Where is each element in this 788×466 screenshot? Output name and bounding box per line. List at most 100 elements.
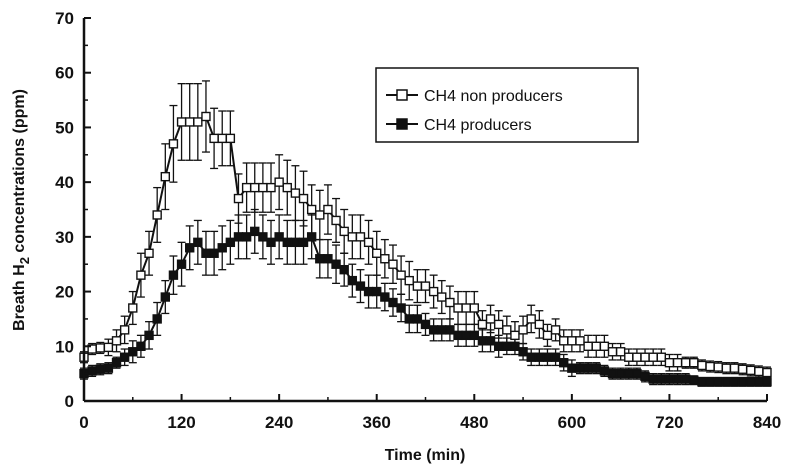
data-point-non-producers (225, 133, 236, 144)
data-point-non-producers (412, 281, 423, 291)
data-point-non-producers (461, 303, 471, 313)
data-point-non-producers (355, 232, 366, 242)
y-tick-label: 10 (55, 337, 74, 356)
data-point-producers (713, 377, 723, 387)
data-point-non-producers (331, 215, 341, 226)
data-point-producers (689, 375, 699, 385)
data-point-producers (298, 237, 309, 248)
data-point-non-producers (534, 319, 545, 330)
y-tick-label: 0 (65, 392, 74, 411)
data-point-non-producers (160, 171, 171, 182)
data-point-non-producers (103, 342, 114, 353)
data-point-producers (420, 319, 431, 330)
data-point-producers (591, 363, 601, 373)
data-point-producers (615, 368, 626, 379)
data-point-non-producers (664, 358, 675, 368)
data-point-non-producers (233, 193, 244, 204)
y-ticks: 0 10 20 30 40 50 60 70 (55, 9, 91, 411)
data-point-producers (746, 377, 756, 387)
data-point-non-producers (680, 358, 691, 368)
data-point-non-producers (282, 182, 292, 193)
data-point-non-producers (705, 361, 715, 372)
data-point-producers (388, 297, 398, 308)
data-point-non-producers (119, 325, 130, 335)
y-tick-label: 70 (55, 9, 74, 28)
data-point-non-producers (453, 303, 463, 313)
data-point-producers (144, 330, 154, 341)
data-point-non-producers (274, 177, 284, 187)
data-point-non-producers (746, 365, 756, 376)
data-point-producers (428, 325, 439, 335)
axes: 0 120 240 360 480 600 720 840 0 10 20 30 40 50 60 70 (55, 9, 781, 432)
data-point-producers (258, 232, 268, 242)
data-point-non-producers (201, 111, 211, 122)
data-point-producers (380, 292, 390, 302)
data-point-non-producers (477, 319, 488, 330)
data-point-non-producers (323, 204, 333, 215)
data-point-non-producers (428, 286, 439, 297)
legend-marker-filled-square (396, 118, 408, 130)
data-point-producers (729, 377, 740, 387)
data-point-non-producers (493, 319, 504, 330)
data-point-producers (152, 314, 162, 324)
data-point-producers (209, 248, 219, 258)
data-point-producers (111, 358, 122, 368)
data-point-non-producers (176, 117, 187, 127)
x-tick-label: 600 (558, 413, 586, 432)
x-tick-label: 840 (753, 413, 781, 432)
data-point-non-producers (95, 343, 105, 353)
data-point-producers (331, 259, 341, 269)
y-axis-label-subscript: 2 (17, 257, 32, 264)
data-point-non-producers (502, 325, 512, 335)
data-point-producers (274, 232, 284, 242)
data-point-non-producers (209, 133, 219, 144)
data-point-non-producers (559, 336, 569, 346)
data-point-producers (550, 352, 561, 362)
data-point-non-producers (111, 336, 122, 346)
data-point-producers (404, 314, 414, 324)
data-point-non-producers (615, 347, 626, 357)
data-point-non-producers (672, 358, 683, 368)
data-point-producers (672, 374, 683, 384)
data-point-producers (583, 363, 593, 373)
data-point-producers (339, 264, 349, 275)
data-point-non-producers (420, 281, 431, 291)
data-point-non-producers (258, 182, 268, 193)
data-point-non-producers (550, 325, 561, 335)
data-point-non-producers (388, 259, 398, 269)
data-point-non-producers (250, 182, 260, 193)
legend-label-non-producers: CH4 non producers (424, 88, 563, 105)
data-point-producers (575, 363, 585, 373)
data-point-producers (266, 237, 276, 248)
data-point-non-producers (404, 275, 414, 286)
data-point-producers (656, 374, 666, 384)
legend-entry-producers: CH4 producers (386, 117, 532, 134)
data-point-producers (185, 243, 195, 253)
data-point-producers (363, 286, 374, 297)
data-point-non-producers (648, 352, 658, 362)
x-tick-label: 480 (460, 413, 488, 432)
data-point-non-producers (437, 292, 447, 302)
x-axis-label: Time (min) (385, 447, 466, 464)
data-point-producers (201, 248, 211, 258)
data-point-non-producers (469, 303, 479, 313)
y-tick-label: 60 (55, 64, 74, 83)
data-point-non-producers (185, 117, 195, 127)
data-point-producers (664, 374, 675, 384)
data-point-non-producers (721, 363, 732, 373)
data-point-non-producers (144, 248, 154, 258)
data-point-producers (559, 358, 569, 368)
data-point-producers (518, 347, 528, 357)
data-point-non-producers (762, 367, 772, 378)
data-point-producers (502, 341, 512, 351)
data-point-non-producers (591, 341, 601, 351)
y-tick-label: 50 (55, 118, 74, 137)
data-point-producers (640, 371, 650, 382)
data-point-producers (437, 325, 447, 335)
data-point-producers (193, 237, 203, 248)
data-point-non-producers (193, 117, 203, 127)
y-axis-label-suffix: concentrations (ppm) (11, 89, 28, 257)
data-point-producers (355, 281, 366, 291)
data-point-producers (347, 275, 358, 286)
